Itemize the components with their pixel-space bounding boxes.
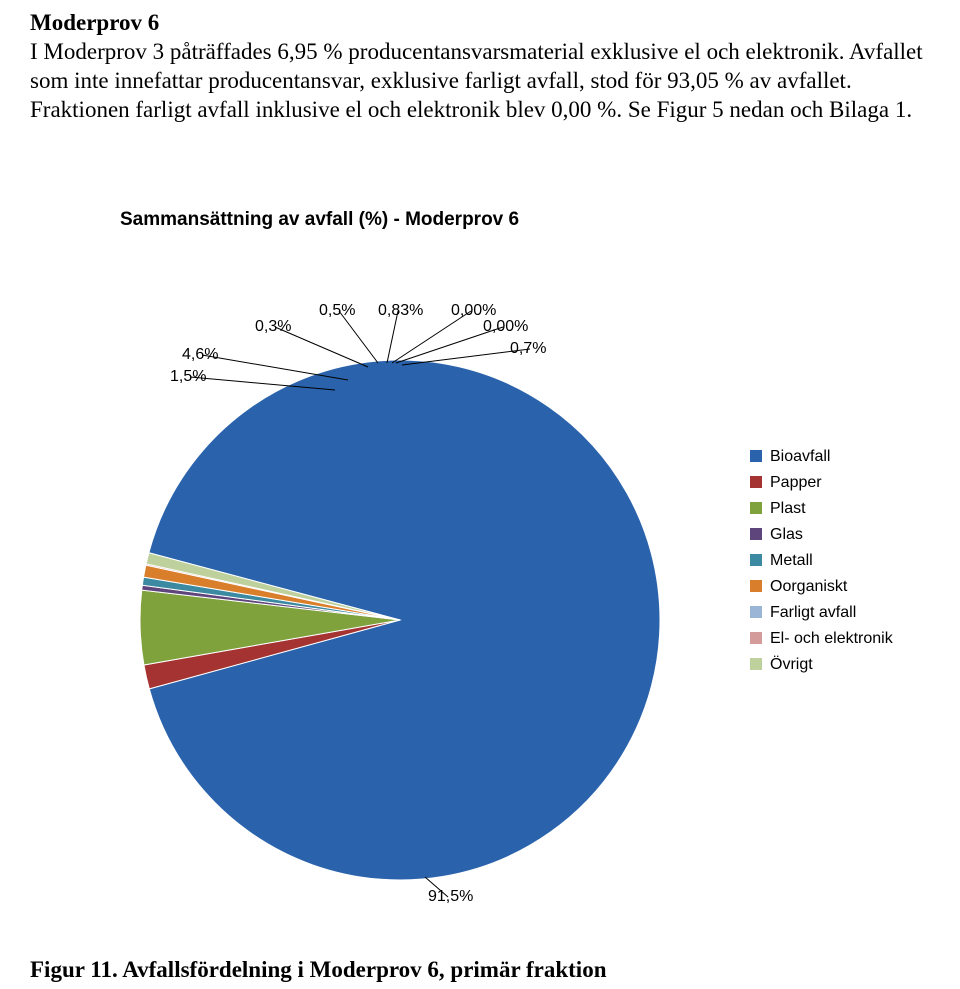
legend-swatch--vrigt — [750, 658, 762, 670]
legend-label-oorganiskt: Oorganiskt — [770, 578, 848, 595]
legend-swatch-metall — [750, 554, 762, 566]
callout-label-3: 0,3% — [255, 318, 291, 335]
callout-label-0: 91,5% — [428, 888, 473, 905]
legend-swatch-glas — [750, 528, 762, 540]
legend-label-el-och-elektronik: El- och elektronik — [770, 630, 894, 647]
callout-line-2 — [202, 355, 348, 380]
legend-swatch-farligt-avfall — [750, 606, 762, 618]
callout-label-8: 0,7% — [510, 340, 546, 357]
legend-swatch-plast — [750, 502, 762, 514]
pie-svg: 1,5% 4,6% 0,3% 0,5% 0,83% 0,00%0,00% 0,7% 91,5%… — [30, 295, 930, 915]
legend-label--vrigt: Övrigt — [770, 655, 813, 673]
legend-label-bioavfall: Bioavfall — [770, 448, 830, 465]
legend-label-plast: Plast — [770, 500, 806, 517]
legend-label-glas: Glas — [770, 526, 803, 543]
pie-chart: 1,5%4,6%0,3%0,5%0,83%0,00%0,00%0,7%91,5%… — [30, 295, 930, 895]
legend-swatch-el-och-elektronik — [750, 632, 762, 644]
figure-caption: Figur 11. Avfallsfördelning i Moderprov … — [30, 957, 607, 983]
body-paragraph: I Moderprov 3 påträffades 6,95 % produce… — [30, 38, 930, 124]
legend-label-farligt-avfall: Farligt avfall — [770, 604, 856, 621]
legend-swatch-bioavfall — [750, 450, 762, 462]
legend-swatch-papper — [750, 476, 762, 488]
page-heading: Moderprov 6 — [30, 10, 930, 36]
callout-label-7: 0,00% — [483, 318, 528, 335]
callout-label-6: 0,00% — [451, 302, 496, 319]
callout-label-1: 1,5% — [170, 368, 206, 385]
callout-label-2: 4,6% — [182, 346, 218, 363]
callout-label-4: 0,5% — [319, 302, 355, 319]
legend-label-papper: Papper — [770, 474, 822, 491]
legend-swatch-oorganiskt — [750, 580, 762, 592]
callout-label-5: 0,83% — [378, 302, 423, 319]
legend-label-metall: Metall — [770, 552, 813, 569]
chart-title: Sammansättning av avfall (%) - Moderprov… — [120, 209, 930, 231]
